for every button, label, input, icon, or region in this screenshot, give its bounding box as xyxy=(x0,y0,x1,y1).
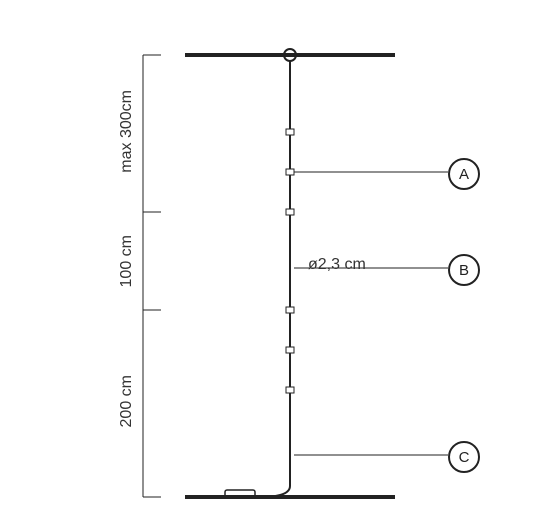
dim-label-mid: 100 cm xyxy=(118,235,136,287)
callout-c: C xyxy=(448,441,480,473)
callout-c-label: C xyxy=(459,449,470,466)
dim-label-bottom: 200 cm xyxy=(118,375,136,427)
dim-label-top: max 300cm xyxy=(118,90,136,173)
callout-a: A xyxy=(448,158,480,190)
callout-b-label: B xyxy=(459,262,469,279)
callout-a-label: A xyxy=(459,166,469,183)
diameter-label: ø2,3 cm xyxy=(308,256,366,274)
callout-b: B xyxy=(448,254,480,286)
